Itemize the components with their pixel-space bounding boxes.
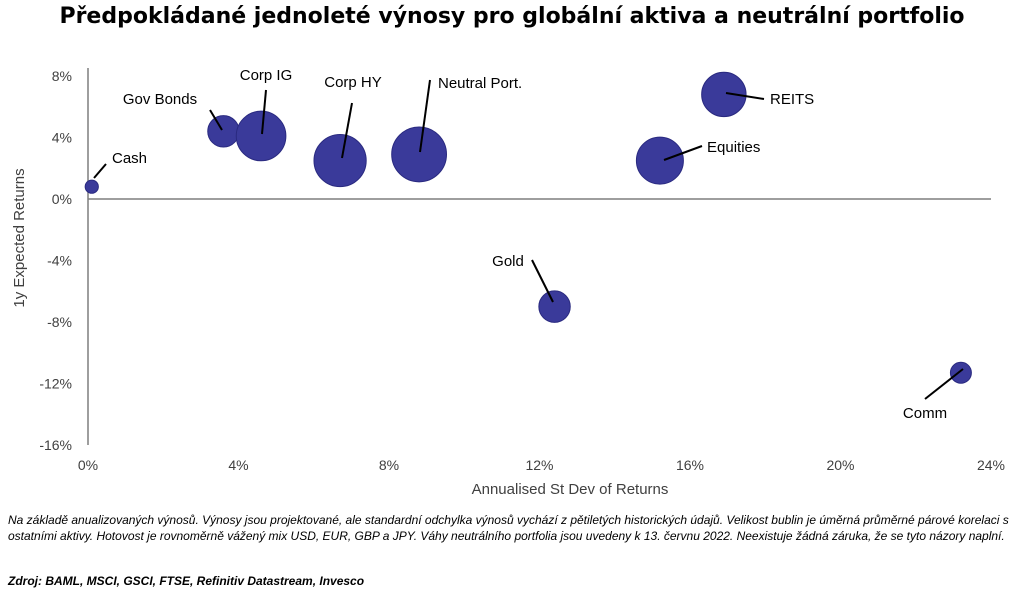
bubble-label: Neutral Port. (438, 75, 522, 92)
bubble-neutral-port (391, 126, 448, 183)
x-tick-label: 20% (826, 457, 854, 473)
leader-line (261, 89, 267, 135)
leader-line (93, 163, 107, 179)
x-tick-label: 24% (977, 457, 1005, 473)
y-tick-label: -8% (47, 314, 72, 330)
y-tick-label: -12% (39, 376, 72, 392)
leader-line (341, 102, 353, 159)
x-axis-title: Annualised St Dev of Returns (472, 481, 669, 498)
x-tick-label: 8% (379, 457, 399, 473)
x-tick-label: 16% (676, 457, 704, 473)
bubble-reits (701, 71, 747, 118)
leader-line (419, 79, 431, 153)
y-tick-label: 0% (52, 191, 72, 207)
y-tick-label: -4% (47, 253, 72, 269)
bubble-equities (635, 136, 684, 185)
y-tick-label: 4% (52, 130, 72, 146)
chart-note: Na základě anualizovaných výnosů. Výnosy… (8, 513, 1009, 543)
leader-line (725, 92, 765, 100)
chart-source: Zdroj: BAML, MSCI, GSCI, FTSE, Refinitiv… (8, 574, 365, 588)
leader-line (531, 259, 554, 303)
leader-line (663, 145, 703, 161)
x-tick-label: 0% (78, 457, 98, 473)
y-tick-label: 8% (52, 68, 72, 84)
y-tick-label: -16% (39, 437, 72, 453)
chart-title: Předpokládané jednoleté výnosy pro globá… (59, 4, 965, 29)
bubble-label: Equities (707, 139, 760, 156)
x-tick-label: 12% (525, 457, 553, 473)
bubble-label: Corp IG (240, 67, 293, 84)
y-axis-title: 1y Expected Returns (11, 168, 28, 307)
bubble-label: Comm (903, 405, 947, 422)
bubble-label: Gold (492, 253, 524, 270)
bubble-comm (949, 361, 972, 384)
bubble-label: Gov Bonds (123, 91, 197, 108)
bubble-corp-ig (235, 110, 287, 162)
bubble-cash (84, 179, 99, 194)
leader-line (209, 109, 223, 131)
bubble-label: REITS (770, 91, 814, 108)
bubble-chart: 8% 4% 0% -4% -8% -12% -16% 0% 4% 8% 12% 16% 20% 24% An… (11, 67, 1005, 498)
x-tick-label: 4% (228, 457, 248, 473)
bubble-label: Corp HY (324, 74, 382, 91)
bubble-label: Cash (112, 150, 147, 167)
bubble-gov-bonds (207, 115, 240, 148)
leader-line (924, 368, 964, 400)
bubble-gold (538, 290, 571, 323)
bubble-corp-hy (313, 133, 367, 188)
